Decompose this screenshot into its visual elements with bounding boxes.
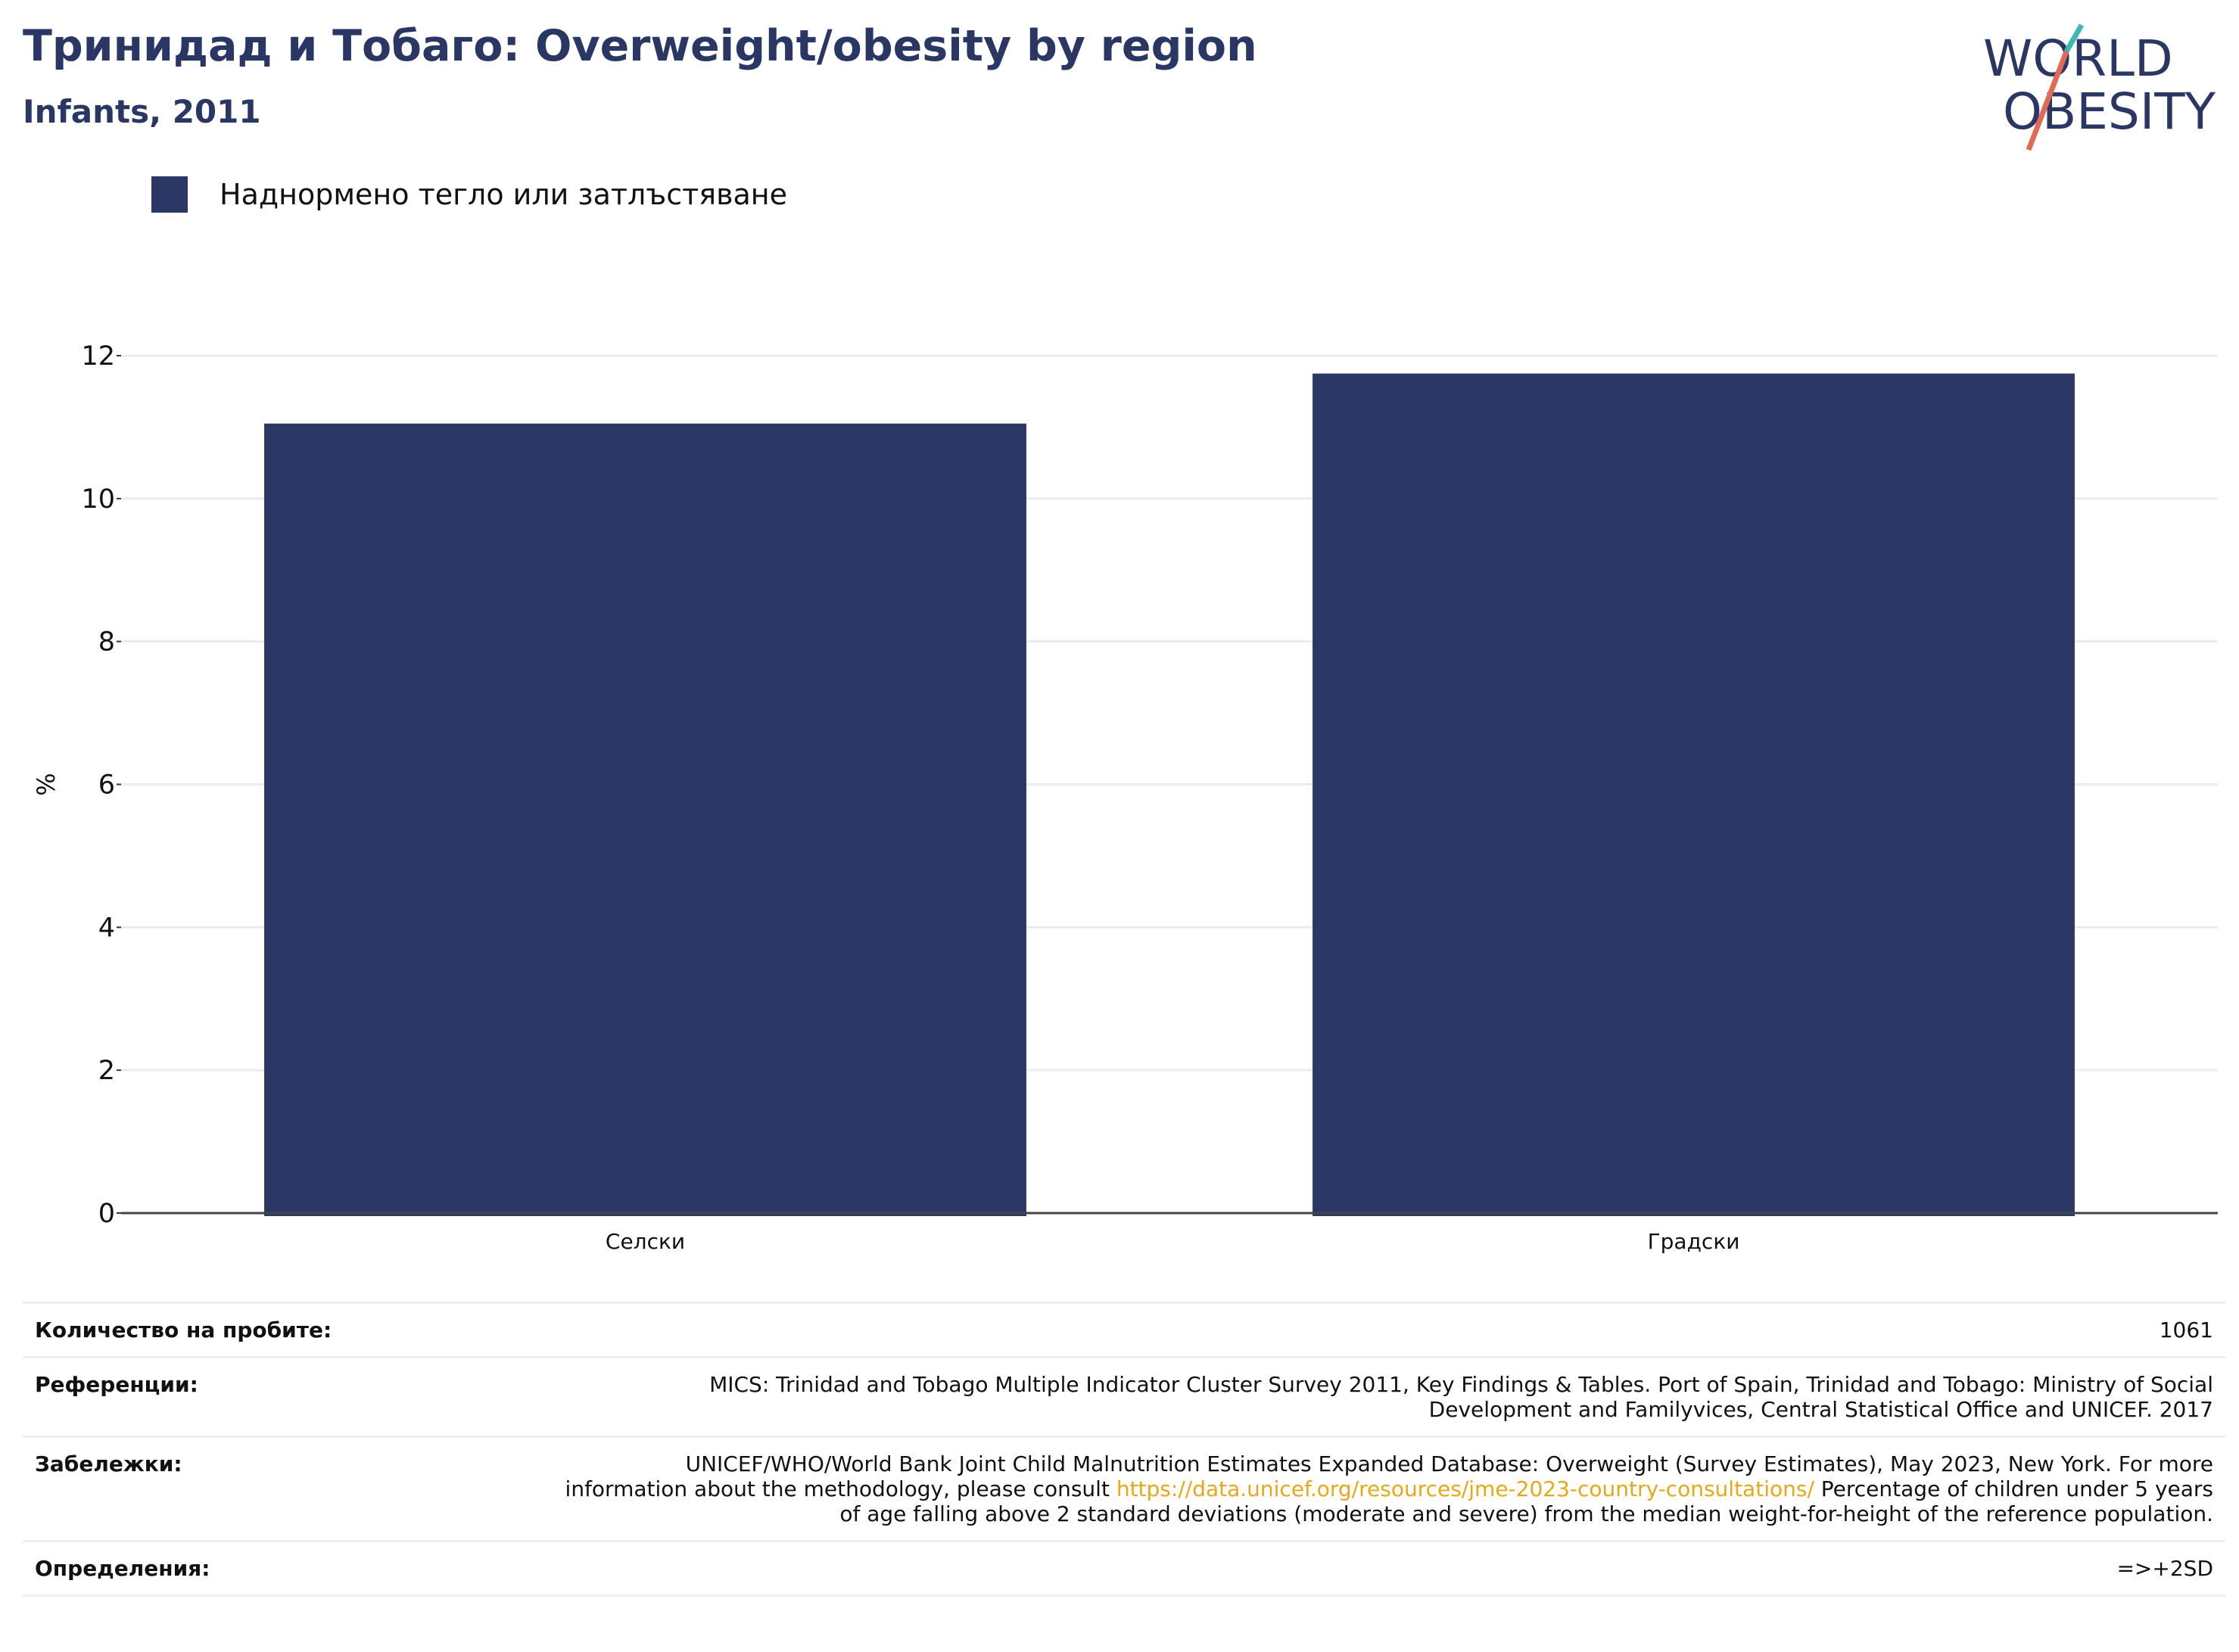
definitions-label: Определения: [35, 1556, 210, 1581]
y-tick-label: 2 [98, 1056, 115, 1086]
logo-line1: WORLD [1983, 30, 2173, 88]
logo-slash-teal [2063, 23, 2085, 53]
info-row-references: Референции: MICS: Trinidad and Tobago Mu… [23, 1356, 2225, 1436]
legend: Наднормено тегло или затлъстяване [151, 176, 787, 213]
page-subtitle: Infants, 2011 [23, 93, 261, 130]
y-axis-label: % [32, 773, 61, 795]
info-row-notes: Забележки: UNICEF/WHO/World Bank Joint C… [23, 1436, 2225, 1540]
definitions-value: =>+2SD [2116, 1556, 2213, 1581]
x-tick-label: Селски [606, 1229, 685, 1254]
references-label: Референции: [35, 1372, 198, 1397]
info-row-sample: Количество на пробите: 1061 [23, 1302, 2225, 1356]
legend-swatch [151, 176, 188, 213]
sample-label: Количество на пробите: [35, 1318, 332, 1342]
notes-value: UNICEF/WHO/World Bank Joint Child Malnut… [563, 1451, 2213, 1526]
sample-value: 1061 [2159, 1318, 2213, 1342]
y-tick-label: 8 [98, 627, 115, 658]
bar [1313, 373, 2075, 1217]
notes-text-after: Percentage of children under 5 years of … [839, 1476, 2213, 1526]
notes-link[interactable]: https://data.unicef.org/resources/jme-20… [1116, 1476, 1814, 1501]
notes-text-before: UNICEF/WHO/World Bank Joint Child Malnut… [565, 1451, 2213, 1501]
info-row-definitions: Определения: =>+2SD [23, 1540, 2225, 1597]
y-tick-label: 4 [98, 913, 115, 943]
bar-chart: 0 2 4 6 8 10 12 Селски Градски% [32, 341, 2218, 1254]
y-tick-label: 12 [81, 341, 115, 372]
logo-slash-red [2026, 50, 2069, 151]
info-table: Количество на пробите: 1061 Референции: … [23, 1302, 2225, 1597]
references-value: MICS: Trinidad and Tobago Multiple Indic… [709, 1372, 2213, 1422]
legend-label: Наднормено тегло или затлъстяване [220, 178, 787, 211]
y-tick-label: 6 [98, 770, 115, 801]
y-tick-label: 10 [81, 484, 115, 515]
x-tick-label: Градски [1648, 1229, 1740, 1254]
bar [264, 423, 1026, 1216]
y-tick-label: 0 [98, 1199, 115, 1229]
page-title: Тринидад и Тобаго: Overweight/obesity by… [23, 21, 1257, 71]
world-obesity-logo: WORLD OBESITY [1983, 23, 2216, 151]
notes-label: Забележки: [35, 1451, 182, 1476]
